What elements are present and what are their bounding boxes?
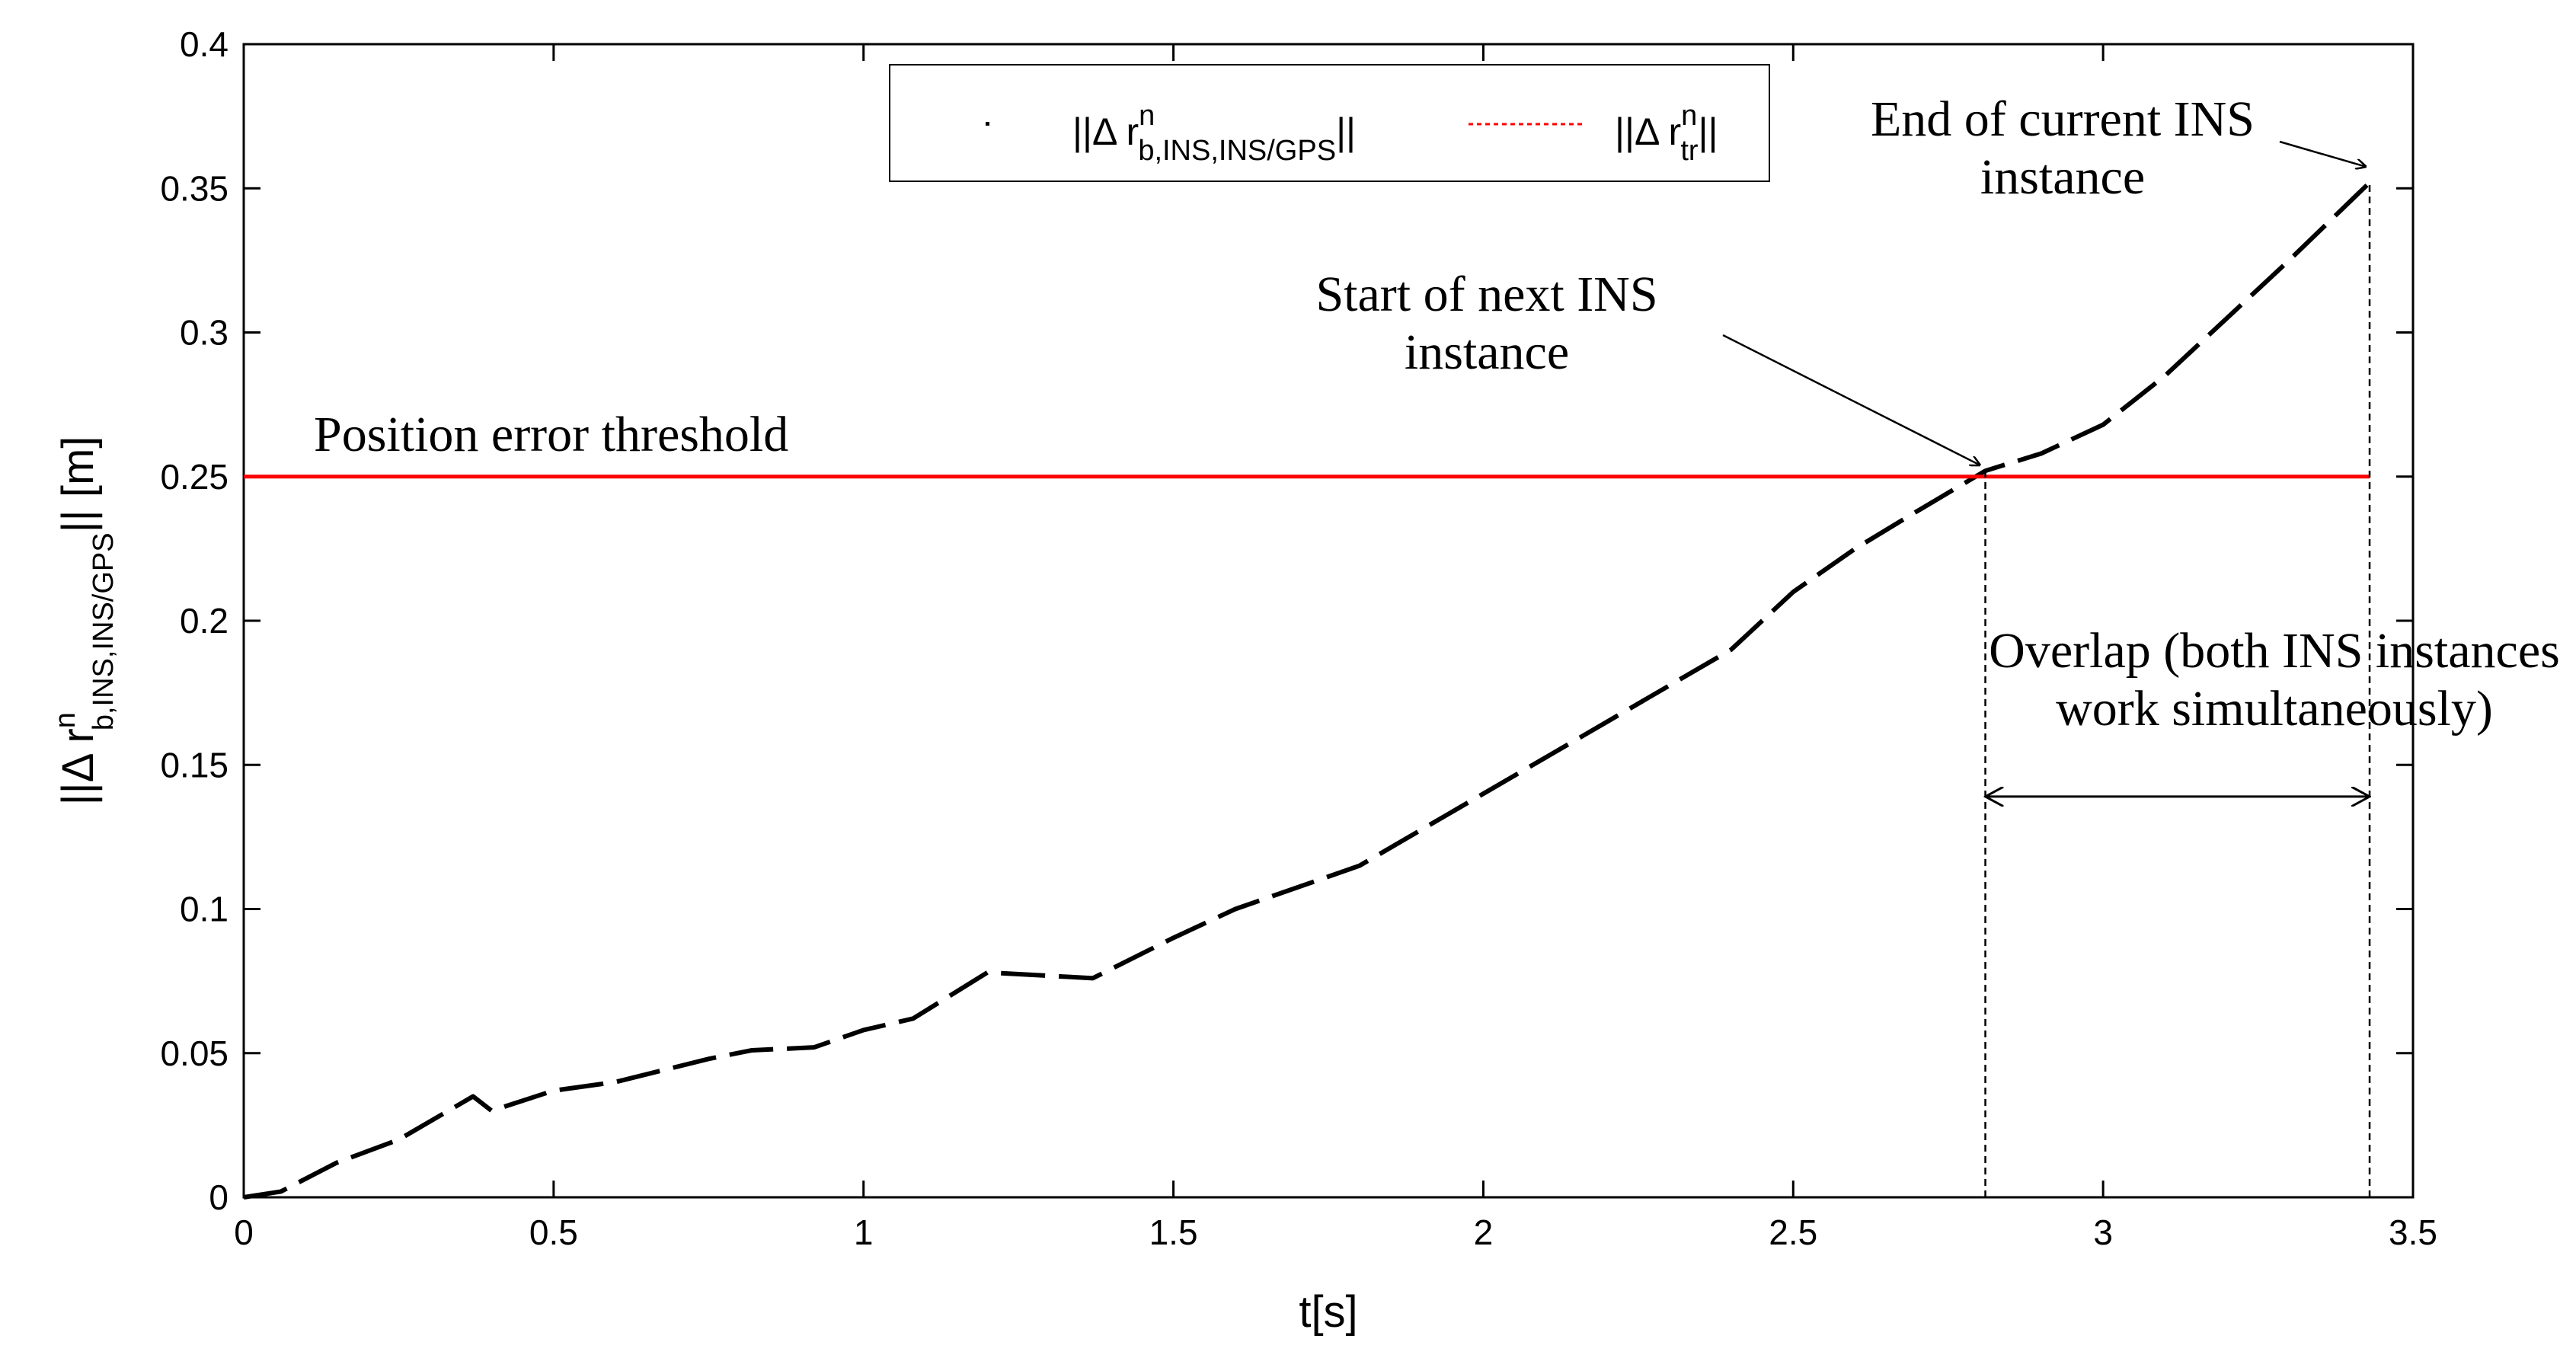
- start-of-next-arrow: [1722, 334, 1980, 465]
- y-axis-ticks: 0 0.05 0.1 0.15 0.2 0.25 0.3 0.35 0.4: [160, 24, 2413, 1217]
- annotations: Position error threshold Start of next IN…: [314, 91, 2560, 797]
- x-tick-label: 1: [854, 1213, 874, 1252]
- x-tick-label: 0: [234, 1213, 254, 1252]
- y-tick-label: 0: [209, 1177, 229, 1217]
- legend-marker-ins-error: [986, 122, 989, 126]
- overlap-annotation: Overlap (both INS instances work simultan…: [1989, 623, 2560, 737]
- x-tick-label: 0.5: [529, 1213, 578, 1252]
- y-tick-label: 0.3: [180, 313, 229, 353]
- x-tick-label: 3: [2093, 1213, 2113, 1252]
- x-tick-label: 1.5: [1149, 1213, 1198, 1252]
- y-tick-label: 0.05: [160, 1034, 229, 1073]
- x-tick-label: 2.5: [1769, 1213, 1817, 1252]
- plot-area: [242, 43, 2415, 1199]
- y-tick-label: 0.1: [180, 890, 229, 929]
- legend-box: [889, 64, 1770, 182]
- y-axis-label: ||Δ rn b,INS,INS/GPS|| [m]: [50, 436, 120, 806]
- end-of-current-annotation: End of current INS instance: [1871, 91, 2255, 205]
- series-layer: [243, 181, 2372, 1200]
- y-tick-label: 0.2: [180, 601, 229, 641]
- ins-error-line: [243, 181, 2372, 1200]
- y-tick-label: 0.35: [160, 168, 229, 208]
- x-tick-label: 2: [1474, 1213, 1494, 1252]
- end-of-current-arrow: [2279, 140, 2365, 167]
- y-tick-label: 0.25: [160, 457, 229, 497]
- legend-label-ins-error: ||Δ rn b,INS,INS/GPS||: [1072, 100, 1356, 167]
- threshold-annotation: Position error threshold: [314, 407, 788, 462]
- y-tick-label: 0.15: [160, 745, 229, 784]
- overlap-markers: [1984, 182, 2371, 1197]
- x-axis-ticks: 0 0.5 1 1.5 2 2.5 3 3.5: [234, 44, 2437, 1252]
- legend-label-threshold: ||Δ rn tr||: [1615, 100, 1718, 167]
- legend: ||Δ rn b,INS,INS/GPS|| ||Δ rn tr||: [889, 64, 1770, 182]
- x-tick-label: 3.5: [2389, 1213, 2437, 1252]
- y-tick-label: 0.4: [180, 24, 229, 64]
- start-of-next-annotation: Start of next INS instance: [1315, 267, 1657, 380]
- x-axis-label: t[s]: [1299, 1287, 1357, 1337]
